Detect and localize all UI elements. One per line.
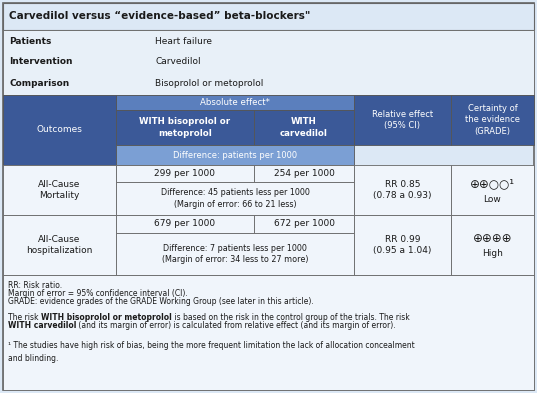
Bar	[116, 233, 354, 275]
Text: WITH carvedilol: WITH carvedilol	[8, 321, 76, 330]
Text: RR 0.85
(0.78 a 0.93): RR 0.85 (0.78 a 0.93)	[373, 180, 432, 200]
Text: WITH bisoprolol or metoprolol: WITH bisoprolol or metoprolol	[41, 313, 172, 322]
Text: Difference: patients per 1000: Difference: patients per 1000	[173, 151, 297, 160]
Text: Carvedilol versus “evidence-based” beta-blockers": Carvedilol versus “evidence-based” beta-…	[9, 11, 310, 21]
Text: Margin of error = 95% confidence interval (CI).: Margin of error = 95% confidence interva…	[8, 289, 188, 298]
Text: Relative effect
(95% CI): Relative effect (95% CI)	[372, 110, 433, 130]
Text: High: High	[482, 250, 503, 259]
Bar	[3, 3, 534, 30]
Text: RR: Risk ratio.: RR: Risk ratio.	[8, 281, 62, 290]
Text: Heart failure: Heart failure	[155, 37, 212, 46]
Text: WITH bisoprolol or
metoprolol: WITH bisoprolol or metoprolol	[140, 117, 230, 138]
Text: ¹ The studies have high risk of bias, being the more frequent limitation the lac: ¹ The studies have high risk of bias, be…	[8, 341, 415, 363]
Bar	[116, 95, 354, 110]
Bar	[3, 30, 534, 95]
Text: All-Cause
Mortality: All-Cause Mortality	[38, 180, 81, 200]
Bar	[3, 275, 534, 390]
Text: is based on the risk in the control group of the trials. The risk: is based on the risk in the control grou…	[172, 313, 409, 322]
Text: 679 per 1000: 679 per 1000	[155, 220, 215, 228]
Text: Difference: 45 patients less per 1000
(Margin of error: 66 to 21 less): Difference: 45 patients less per 1000 (M…	[161, 188, 309, 209]
Text: All-Cause
hospitalization: All-Cause hospitalization	[26, 235, 93, 255]
Text: Intervention: Intervention	[9, 57, 72, 66]
Text: Outcomes: Outcomes	[37, 125, 83, 134]
Bar	[116, 165, 254, 182]
Text: Patients: Patients	[9, 37, 52, 46]
Bar	[116, 110, 254, 145]
Text: Difference: 7 patients less per 1000
(Margin of error: 34 less to 27 more): Difference: 7 patients less per 1000 (Ma…	[162, 244, 308, 264]
Bar	[3, 165, 116, 215]
Bar	[116, 215, 254, 233]
Text: ⊕⊕⊕⊕: ⊕⊕⊕⊕	[473, 231, 512, 244]
Bar	[254, 165, 354, 182]
Text: Low: Low	[484, 195, 502, 204]
Text: GRADE: evidence grades of the GRADE Working Group (see later in this article).: GRADE: evidence grades of the GRADE Work…	[8, 298, 314, 307]
Bar	[451, 215, 534, 275]
Text: 299 per 1000: 299 per 1000	[155, 169, 215, 178]
Text: 672 per 1000: 672 per 1000	[273, 220, 335, 228]
Bar	[116, 182, 354, 215]
Text: Carvedilol: Carvedilol	[155, 57, 201, 66]
Text: Certainty of
the evidence
(GRADE): Certainty of the evidence (GRADE)	[465, 104, 520, 136]
Text: Comparison: Comparison	[9, 79, 69, 88]
Text: The risk: The risk	[8, 313, 41, 322]
Bar	[3, 95, 116, 165]
Text: Bisoprolol or metoprolol: Bisoprolol or metoprolol	[155, 79, 263, 88]
Bar	[451, 95, 534, 145]
Bar	[254, 215, 354, 233]
Text: ⊕⊕○○¹: ⊕⊕○○¹	[470, 178, 515, 191]
Text: (and its margin of error) is calculated from relative effect (and its margin of : (and its margin of error) is calculated …	[76, 321, 396, 330]
Bar	[354, 165, 451, 215]
Bar	[116, 145, 354, 165]
Bar	[451, 165, 534, 215]
Text: RR 0.99
(0.95 a 1.04): RR 0.99 (0.95 a 1.04)	[373, 235, 432, 255]
Bar	[354, 95, 451, 145]
Text: WITH
carvedilol: WITH carvedilol	[280, 117, 328, 138]
Bar	[354, 215, 451, 275]
Text: Absolute effect*: Absolute effect*	[200, 98, 270, 107]
Text: 254 per 1000: 254 per 1000	[273, 169, 335, 178]
Bar	[3, 215, 116, 275]
Bar	[254, 110, 354, 145]
